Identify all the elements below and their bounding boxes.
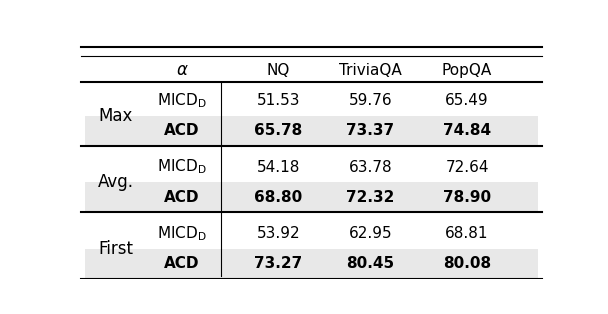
Text: 68.81: 68.81 [445, 226, 489, 241]
Text: First: First [98, 240, 134, 257]
FancyBboxPatch shape [85, 249, 538, 279]
Text: 65.49: 65.49 [445, 93, 489, 108]
Text: 74.84: 74.84 [443, 123, 491, 138]
Text: 62.95: 62.95 [348, 226, 392, 241]
Text: MICD$_\mathrm{D}$: MICD$_\mathrm{D}$ [157, 158, 207, 176]
Text: 73.37: 73.37 [347, 123, 395, 138]
Text: 51.53: 51.53 [257, 93, 300, 108]
Text: Avg.: Avg. [98, 173, 134, 191]
Text: 72.64: 72.64 [445, 160, 489, 175]
FancyBboxPatch shape [85, 182, 538, 212]
FancyBboxPatch shape [85, 116, 538, 146]
Text: ACD: ACD [164, 123, 200, 138]
Text: 54.18: 54.18 [257, 160, 300, 175]
Text: 78.90: 78.90 [443, 190, 491, 205]
Text: ACD: ACD [164, 256, 200, 271]
Text: $\alpha$: $\alpha$ [176, 61, 188, 79]
Text: 59.76: 59.76 [348, 93, 392, 108]
Text: ACD: ACD [164, 190, 200, 205]
Text: Max: Max [99, 107, 133, 125]
Text: 80.08: 80.08 [443, 256, 491, 271]
Text: 73.27: 73.27 [255, 256, 303, 271]
Text: 68.80: 68.80 [255, 190, 303, 205]
Text: 80.45: 80.45 [347, 256, 395, 271]
Text: TriviaQA: TriviaQA [339, 63, 402, 78]
Text: 72.32: 72.32 [347, 190, 395, 205]
Text: MICD$_\mathrm{D}$: MICD$_\mathrm{D}$ [157, 91, 207, 110]
Text: 65.78: 65.78 [255, 123, 303, 138]
Text: MICD$_\mathrm{D}$: MICD$_\mathrm{D}$ [157, 224, 207, 243]
Text: 53.92: 53.92 [257, 226, 300, 241]
Text: PopQA: PopQA [442, 63, 492, 78]
Text: 63.78: 63.78 [348, 160, 392, 175]
Text: NQ: NQ [267, 63, 290, 78]
